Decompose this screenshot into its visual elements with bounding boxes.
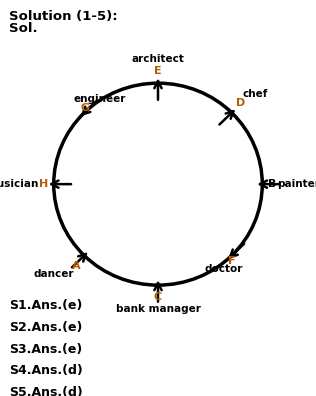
Text: B: B [268, 179, 276, 189]
Text: S2.Ans.(e): S2.Ans.(e) [9, 321, 83, 334]
Text: A: A [72, 261, 80, 270]
Text: musician: musician [0, 179, 39, 189]
Text: bank manager: bank manager [116, 304, 200, 314]
Text: E: E [154, 66, 162, 76]
Text: G: G [80, 103, 89, 113]
Text: chef: chef [242, 89, 268, 99]
Text: engineer: engineer [74, 94, 126, 104]
Text: doctor: doctor [204, 264, 242, 274]
Text: Sol.: Sol. [9, 22, 38, 35]
Text: S5.Ans.(d): S5.Ans.(d) [9, 386, 83, 396]
Text: F: F [228, 255, 236, 266]
Text: architect: architect [131, 54, 185, 64]
Text: Solution (1-5):: Solution (1-5): [9, 10, 118, 23]
Text: dancer: dancer [33, 269, 74, 279]
Text: H: H [39, 179, 48, 189]
Text: C: C [154, 292, 162, 302]
Text: S4.Ans.(d): S4.Ans.(d) [9, 364, 83, 377]
Text: S3.Ans.(e): S3.Ans.(e) [9, 343, 83, 356]
Text: painter: painter [277, 179, 316, 189]
Text: D: D [236, 98, 245, 108]
Text: S1.Ans.(e): S1.Ans.(e) [9, 299, 83, 312]
